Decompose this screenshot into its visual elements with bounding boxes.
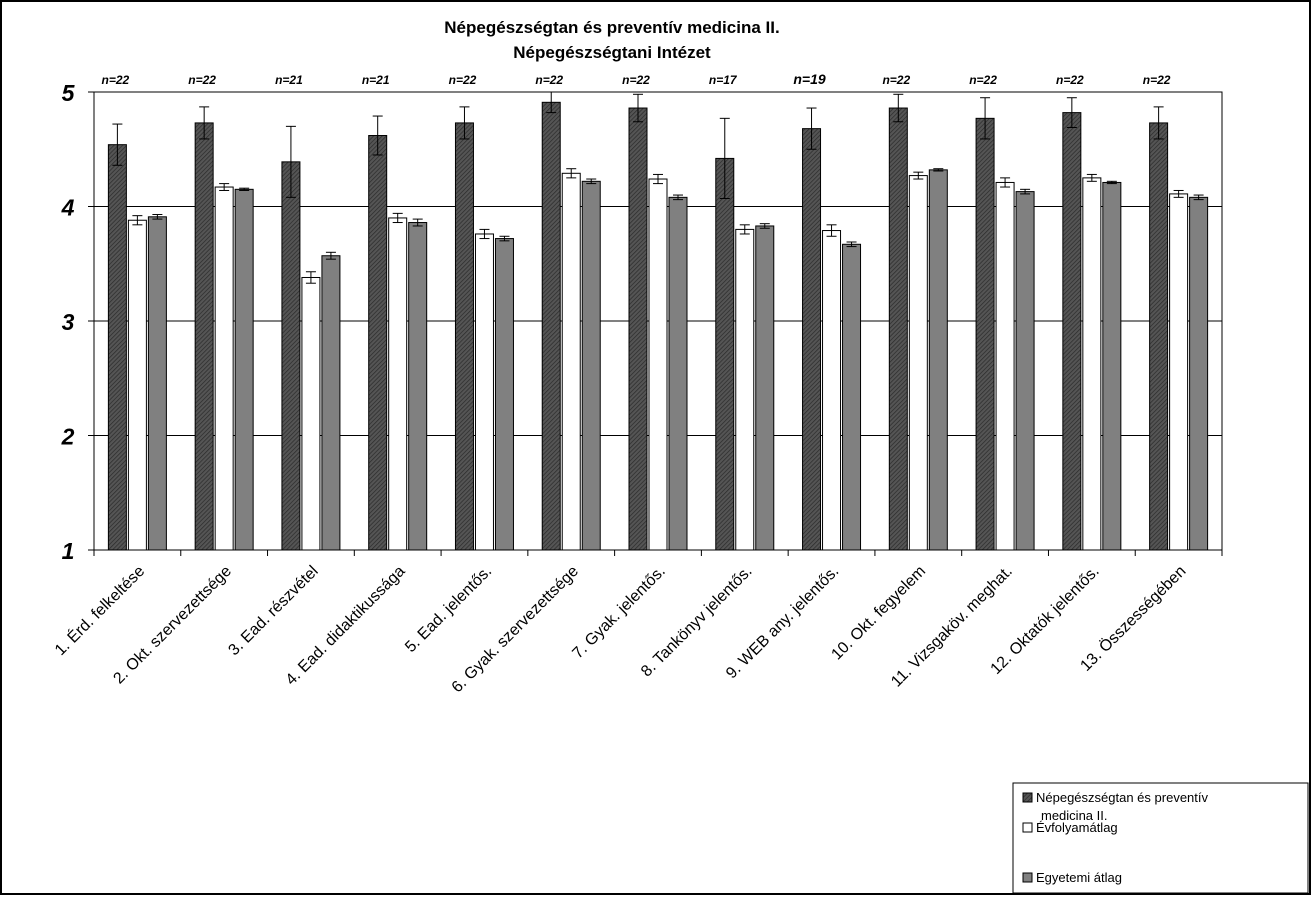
n-label-5: n=22 [449, 73, 477, 87]
bar-s3-c1 [147, 216, 167, 551]
bar-s2-c10 [908, 175, 928, 551]
y-tick-label-4: 4 [61, 195, 75, 221]
n-label-7: n=22 [622, 73, 650, 87]
n-label-3: n=21 [275, 73, 303, 87]
legend-swatch-series-3 [1022, 872, 1033, 883]
chart-title-line-2: Népegészségtani Intézet [513, 43, 711, 62]
axis-layer: 1 2 3 4 5 [61, 80, 1223, 564]
legend-box [1012, 782, 1309, 894]
bar-s1-c1 [107, 144, 127, 551]
bar-s2-c13 [1169, 193, 1189, 551]
bar-s3-c6 [581, 180, 601, 551]
bar-s1-c3 [281, 161, 301, 551]
legend-label-series-3: Egyetemi átlag [1036, 870, 1122, 885]
n-label-12: n=22 [1056, 73, 1084, 87]
n-label-1: n=22 [102, 73, 130, 87]
bar-s2-c2 [214, 186, 234, 551]
n-label-13: n=22 [1143, 73, 1171, 87]
n-label-6: n=22 [535, 73, 563, 87]
bars-layer [107, 91, 1209, 551]
bar-s2-c5 [474, 233, 494, 551]
bar-s1-c5 [454, 122, 474, 551]
y-tick-label-3: 3 [62, 309, 75, 335]
bar-s1-c13 [1149, 122, 1169, 551]
bar-s2-c6 [561, 172, 581, 551]
bar-s3-c2 [234, 188, 254, 551]
legend-label-series-2: Évfolyamátlag [1036, 820, 1118, 835]
bar-s3-c13 [1189, 196, 1209, 551]
bar-s2-c12 [1082, 177, 1102, 551]
bar-s2-c3 [301, 276, 321, 551]
bar-s1-c2 [194, 122, 214, 551]
n-label-11: n=22 [969, 73, 997, 87]
bar-s3-c12 [1102, 181, 1122, 551]
bar-s2-c7 [648, 178, 668, 551]
bar-s2-c8 [735, 228, 755, 551]
n-label-2: n=22 [188, 73, 216, 87]
bar-s3-c7 [668, 196, 688, 551]
bar-s1-c8 [715, 157, 735, 551]
bar-s2-c4 [388, 217, 408, 551]
bar-s3-c9 [842, 243, 862, 551]
n-label-10: n=22 [882, 73, 910, 87]
y-tick-label-5: 5 [62, 80, 76, 106]
legend-label-series-1: Népegészségtan és preventív medicina II. [1036, 790, 1212, 823]
n-label-9: n=19 [793, 71, 826, 87]
bar-s3-c8 [755, 225, 775, 551]
bar-s3-c11 [1015, 191, 1035, 551]
bar-s1-c9 [802, 128, 822, 551]
y-tick-label-2: 2 [61, 424, 75, 450]
bar-s3-c10 [928, 169, 948, 551]
bar-s2-c11 [995, 181, 1015, 551]
bar-s1-c7 [628, 107, 648, 551]
bar-s3-c3 [321, 255, 341, 551]
legend: Népegészségtan és preventív medicina II.… [1012, 782, 1309, 894]
bar-s3-c4 [408, 222, 428, 551]
bar-s1-c10 [888, 107, 908, 551]
bar-s2-c9 [822, 230, 842, 551]
n-label-4: n=21 [362, 73, 390, 87]
bar-s2-c1 [127, 219, 147, 551]
legend-swatch-series-1 [1022, 792, 1033, 803]
bar-s1-c12 [1062, 112, 1082, 551]
bar-s3-c5 [494, 238, 514, 551]
legend-label-series-1-line-2: medicina II. [1041, 808, 1107, 823]
bar-s1-c6 [541, 101, 561, 551]
legend-swatch-series-2 [1022, 822, 1033, 833]
n-label-8: n=17 [709, 73, 738, 87]
legend-label-series-1-line-1: Népegészségtan és preventív [1036, 790, 1208, 805]
bar-s1-c11 [975, 117, 995, 551]
chart-title-line-1: Népegészségtan és preventív medicina II. [444, 18, 779, 37]
bar-s1-c4 [368, 135, 388, 551]
y-tick-label-1: 1 [62, 538, 75, 564]
